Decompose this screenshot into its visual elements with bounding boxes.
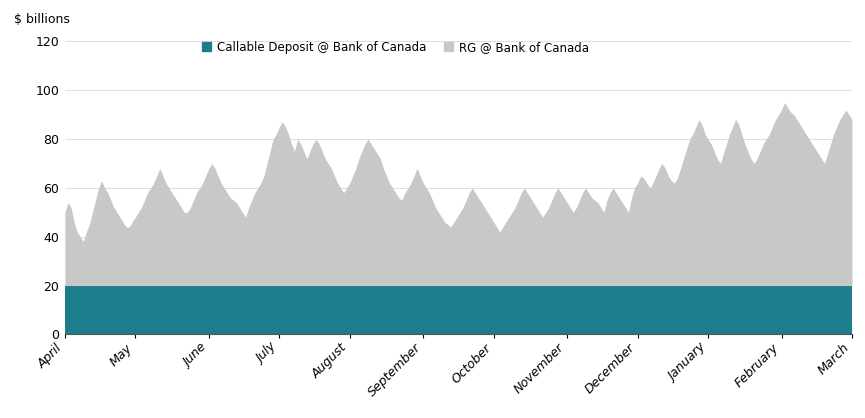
Text: $ billions: $ billions: [14, 13, 69, 26]
Legend: Callable Deposit @ Bank of Canada, RG @ Bank of Canada: Callable Deposit @ Bank of Canada, RG @ …: [199, 38, 592, 56]
